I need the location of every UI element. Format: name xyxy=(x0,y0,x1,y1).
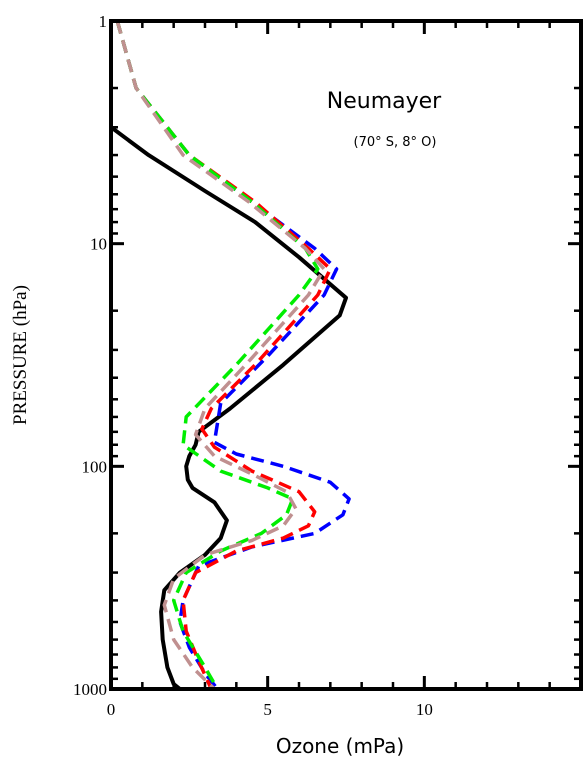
series-layer xyxy=(109,20,351,691)
y-tick-label: 100 xyxy=(82,457,108,476)
y-tick-label: 1 xyxy=(99,12,108,31)
y-axis-title: PRESSURE (hPa) xyxy=(10,285,31,425)
chart-subtitle: (70° S, 8° O) xyxy=(354,135,437,150)
label-layer: 0 5 10 1 10 100 1000 xyxy=(73,12,433,719)
x-tick-label: 10 xyxy=(416,700,433,719)
series-line-2 xyxy=(115,20,351,691)
series-line-1 xyxy=(109,125,348,691)
series-line-5 xyxy=(115,20,326,691)
series-line-4 xyxy=(115,20,320,690)
plot-frame xyxy=(109,19,583,691)
chart-title: Neumayer xyxy=(327,89,442,114)
y-tick-label: 10 xyxy=(90,235,107,254)
x-tick-label: 0 xyxy=(107,700,116,719)
x-tick-label: 5 xyxy=(263,700,272,719)
y-tick-label: 1000 xyxy=(73,680,107,699)
x-axis-title: Ozone (mPa) xyxy=(276,734,404,758)
series-line-3 xyxy=(115,20,333,690)
tick-layer xyxy=(109,19,583,691)
